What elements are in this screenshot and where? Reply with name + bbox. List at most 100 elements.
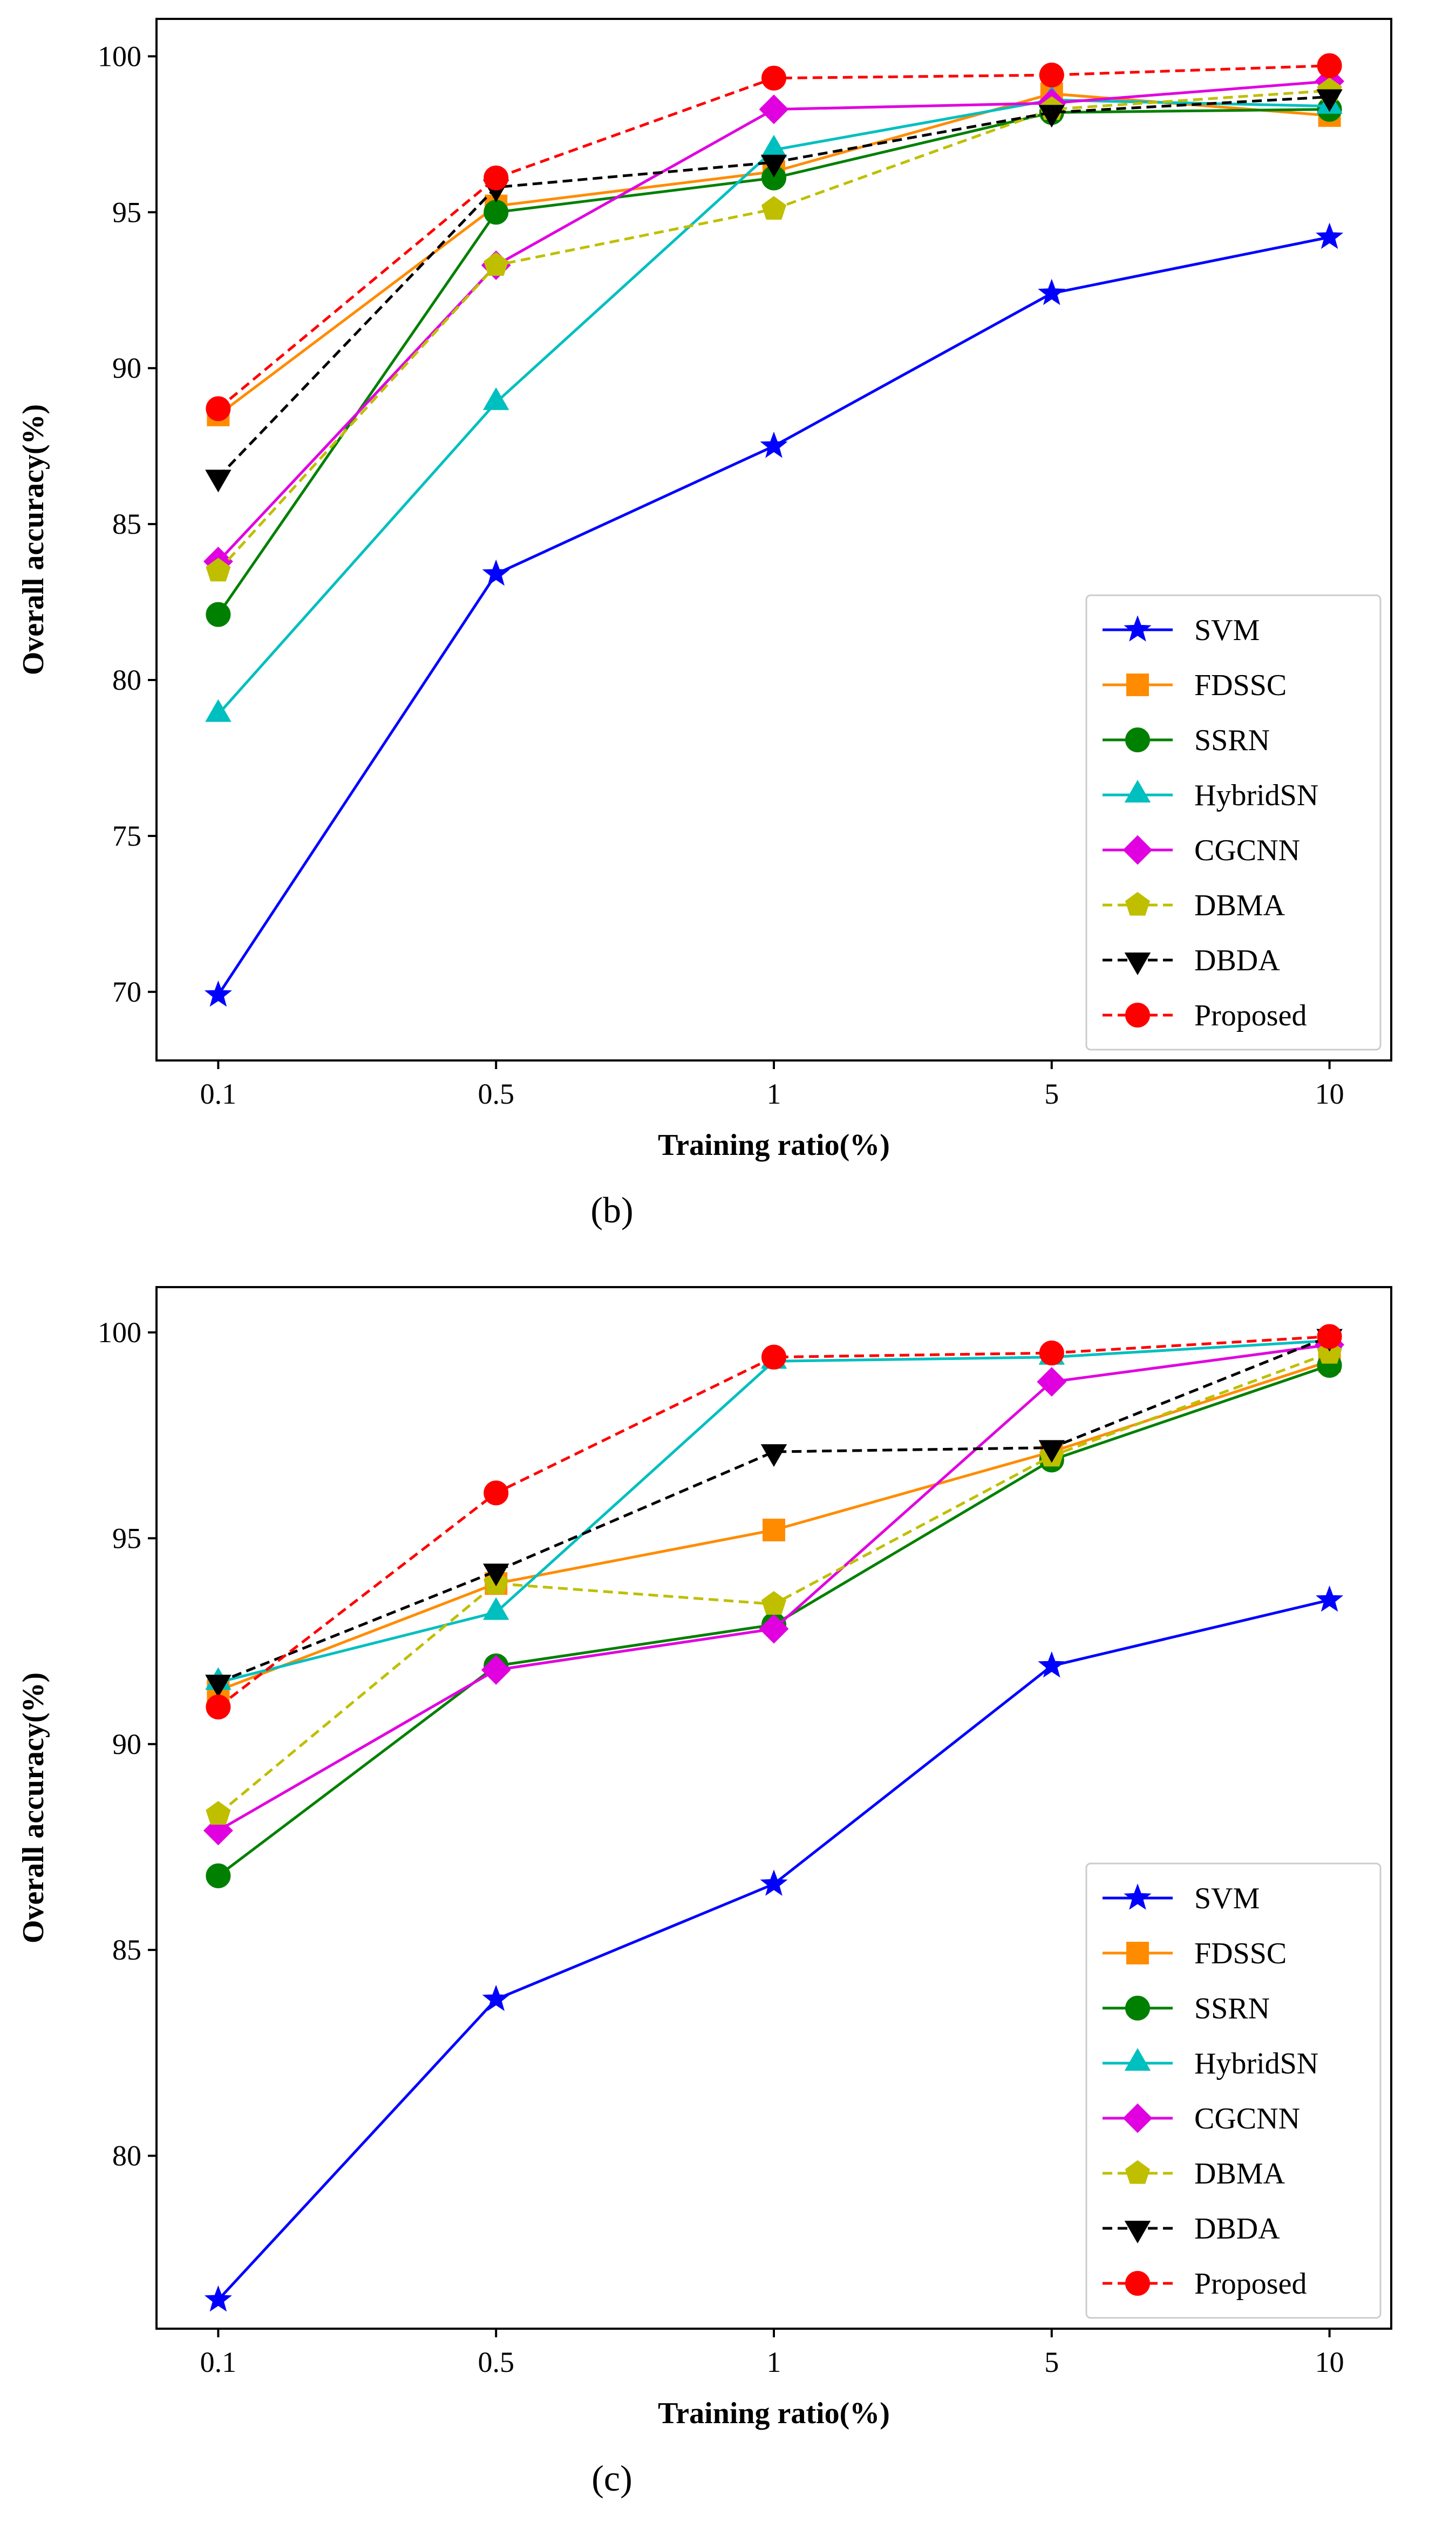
- data-point: [206, 1801, 231, 1825]
- legend-marker: [1124, 2048, 1151, 2071]
- legend-item-cgcnn: CGCNN: [1103, 2102, 1300, 2135]
- data-point: [761, 65, 786, 91]
- legend-label: SVM: [1194, 614, 1260, 647]
- legend-label: CGCNN: [1194, 2102, 1300, 2135]
- line-chart-c: 80 85 90 95 100 0.1 0.5 1 5 10 Training ratio(%) Ov…: [17, 1286, 1392, 2499]
- data-point: [206, 1695, 231, 1720]
- data-point: [1039, 63, 1064, 88]
- legend-box: [1085, 594, 1382, 1051]
- data-point: [206, 396, 231, 421]
- figure-caption: (b): [590, 1189, 633, 1230]
- line-chart-b: 70 75 80 85 90 95 100 0.1 0.5 1 5 10 Training ratio(…: [17, 18, 1392, 1230]
- data-point: [759, 94, 789, 125]
- series-fdssc: [207, 1350, 1341, 1702]
- data-point: [206, 1863, 231, 1888]
- data-point: [760, 154, 787, 178]
- y-tick-label: 100: [98, 40, 141, 72]
- data-point: [1038, 1651, 1066, 1678]
- series-line: [217, 1335, 1330, 1684]
- y-tick-label: 90: [112, 1728, 141, 1760]
- legend-label: DBMA: [1194, 889, 1285, 922]
- plot-area-frame: [155, 1286, 1392, 2330]
- data-point: [206, 557, 231, 582]
- x-tick-label: 0.1: [200, 2346, 237, 2378]
- series-fdssc: [207, 82, 1341, 426]
- legend-item-ssrn: SSRN: [1103, 724, 1270, 757]
- legend-item-svm: SVM: [1103, 614, 1260, 647]
- legend-label: DBDA: [1194, 944, 1280, 977]
- y-axis-title: Overall accuracy(%): [17, 1672, 50, 1943]
- series-line: [217, 1335, 1330, 1709]
- legend-marker: [1124, 779, 1151, 802]
- data-point: [482, 1597, 509, 1620]
- data-point: [484, 1480, 509, 1506]
- y-tick-label: 80: [112, 2140, 141, 2172]
- legend-marker: [1126, 1942, 1149, 1964]
- figure-caption: (c): [591, 2458, 632, 2499]
- legend-label: Proposed: [1194, 2267, 1307, 2301]
- legend-marker: [1124, 615, 1152, 642]
- y-tick-label: 95: [112, 1522, 141, 1554]
- legend-marker: [1124, 953, 1151, 976]
- legend-item-dbda: DBDA: [1103, 2212, 1280, 2246]
- x-tick-label: 1: [767, 2346, 781, 2378]
- legend-label: SVM: [1194, 1882, 1260, 1915]
- data-point: [1038, 1440, 1065, 1463]
- x-tick-label: 5: [1044, 1078, 1059, 1110]
- legend-item-svm: SVM: [1103, 1882, 1260, 1915]
- legend-item-hybridsn: HybridSN: [1103, 2047, 1318, 2080]
- legend-marker: [1124, 2221, 1151, 2244]
- legend-marker: [1125, 727, 1150, 752]
- legend-item-dbma: DBMA: [1103, 2157, 1285, 2191]
- legend: SVM FDSSC SSRN HybridSN CGCNN DBMA DBDA Propose…: [1085, 1862, 1382, 2319]
- data-point: [204, 2285, 232, 2312]
- series-svm: [204, 1585, 1344, 2312]
- x-tick-label: 0.1: [200, 1078, 237, 1110]
- chart-panel-b: 70 75 80 85 90 95 100 0.1 0.5 1 5 10 Training ratio(…: [0, 0, 1456, 1268]
- legend-label: FDSSC: [1194, 1937, 1287, 1970]
- data-point: [482, 559, 510, 586]
- series-dbma: [206, 1339, 1342, 1825]
- legend-label: FDSSC: [1194, 669, 1287, 702]
- y-tick-label: 80: [112, 664, 141, 696]
- series-proposed: [206, 1324, 1342, 1720]
- y-tick-label: 70: [112, 976, 141, 1008]
- legend-item-hybridsn: HybridSN: [1103, 779, 1318, 812]
- data-point: [1316, 89, 1343, 112]
- y-tick-label: 95: [112, 196, 141, 228]
- series-svm: [204, 222, 1344, 1007]
- legend-marker: [1124, 1883, 1152, 1910]
- data-point: [1316, 222, 1344, 249]
- data-point: [760, 1869, 788, 1896]
- legend-label: Proposed: [1194, 999, 1307, 1032]
- data-point: [481, 1655, 511, 1685]
- x-tick-label: 10: [1315, 2346, 1344, 2378]
- y-tick-label: 75: [112, 820, 141, 852]
- legend-marker: [1125, 2160, 1151, 2184]
- legend-box: [1085, 1862, 1382, 2319]
- legend-marker: [1122, 2103, 1153, 2133]
- data-point: [205, 470, 232, 493]
- data-point: [761, 1344, 786, 1370]
- data-point: [205, 1675, 232, 1698]
- legend-label: CGCNN: [1194, 834, 1300, 867]
- data-point: [760, 1444, 787, 1467]
- y-tick-label: 85: [112, 508, 141, 540]
- data-point: [484, 252, 509, 276]
- data-point: [482, 1984, 510, 2011]
- legend-label: SSRN: [1194, 724, 1270, 757]
- data-point: [1038, 278, 1066, 305]
- legend-item-fdssc: FDSSC: [1103, 1937, 1287, 1970]
- data-point: [760, 431, 788, 458]
- data-point: [205, 699, 232, 722]
- data-point: [482, 387, 509, 410]
- y-tick-label: 90: [112, 352, 141, 384]
- x-tick-label: 1: [767, 1078, 781, 1110]
- data-point: [759, 1614, 789, 1644]
- legend-marker: [1122, 835, 1153, 865]
- legend-marker: [1125, 2271, 1150, 2296]
- data-point: [484, 200, 509, 225]
- data-point: [1037, 1367, 1067, 1397]
- legend-item-proposed: Proposed: [1103, 999, 1307, 1032]
- x-tick-label: 10: [1315, 1078, 1344, 1110]
